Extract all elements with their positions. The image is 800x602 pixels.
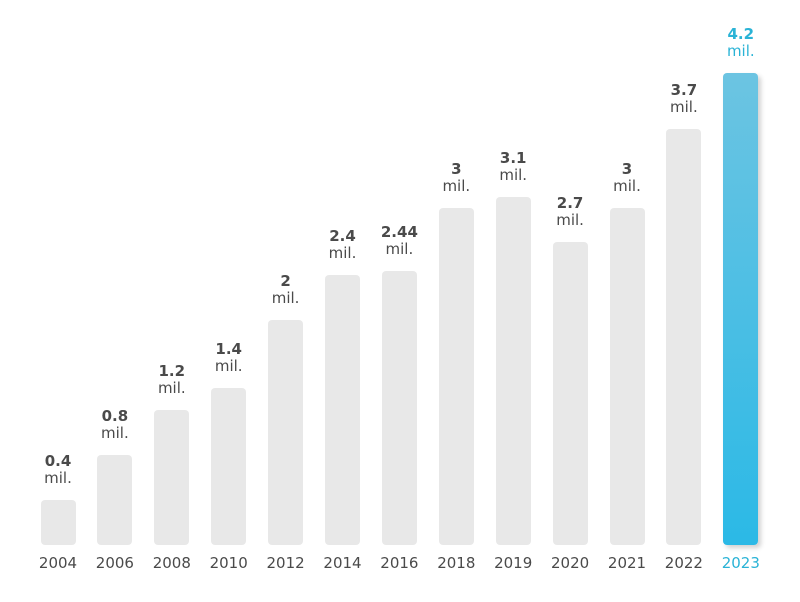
- value-label-2016: 2.44 mil.: [380, 222, 418, 258]
- x-tick-label: 2019: [494, 554, 533, 572]
- x-tick-label: 2022: [664, 554, 703, 572]
- bar-2010: [211, 387, 247, 545]
- value-label-2010: 1.4 mil.: [214, 339, 243, 375]
- x-tick-label: 2020: [551, 554, 590, 572]
- x-tick-label: 2023: [721, 554, 760, 572]
- bar-2018: [438, 207, 474, 545]
- bar-2016: [381, 270, 417, 545]
- x-tick-label: 2012: [266, 554, 305, 572]
- value-label-2019: 3.1 mil.: [499, 148, 528, 184]
- bar-2014: [325, 275, 360, 545]
- bar-2023: [723, 73, 759, 545]
- x-tick-label: 2018: [437, 554, 476, 572]
- x-tick-label: 2006: [95, 554, 134, 572]
- x-tick-label: 2010: [209, 554, 248, 572]
- value-label-2023: 4.2 mil.: [726, 25, 755, 60]
- x-tick-label: 2014: [323, 554, 362, 572]
- x-tick-label: 2004: [38, 554, 78, 572]
- bar-2019: [495, 196, 531, 545]
- value-label-2022: 3.7 mil.: [670, 81, 698, 117]
- value-label-2004: 0.4 mil.: [44, 452, 72, 488]
- bar-2021: [609, 207, 645, 545]
- bar-2006: [97, 455, 133, 545]
- x-tick-label: 2016: [380, 554, 419, 572]
- value-label-2020: 2.7 mil.: [556, 193, 584, 229]
- value-label-2014: 2.4 mil.: [328, 227, 357, 263]
- bar-2020: [552, 241, 588, 545]
- bar-2008: [154, 410, 190, 545]
- value-label-2018: 3 mil.: [442, 159, 471, 195]
- x-tick-label: 2021: [607, 554, 647, 572]
- value-label-2006: 0.8 mil.: [101, 407, 129, 443]
- value-label-2008: 1.2 mil.: [157, 362, 186, 398]
- bar-2004: [40, 500, 76, 545]
- bar-2012: [268, 320, 304, 545]
- value-label-2012: 2 mil.: [271, 272, 300, 308]
- bar-2022: [666, 129, 702, 545]
- x-tick-label: 2008: [152, 554, 191, 572]
- value-label-2021: 3 mil.: [613, 159, 641, 195]
